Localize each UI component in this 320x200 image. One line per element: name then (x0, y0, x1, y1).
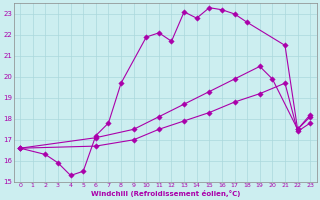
X-axis label: Windchill (Refroidissement éolien,°C): Windchill (Refroidissement éolien,°C) (91, 190, 240, 197)
